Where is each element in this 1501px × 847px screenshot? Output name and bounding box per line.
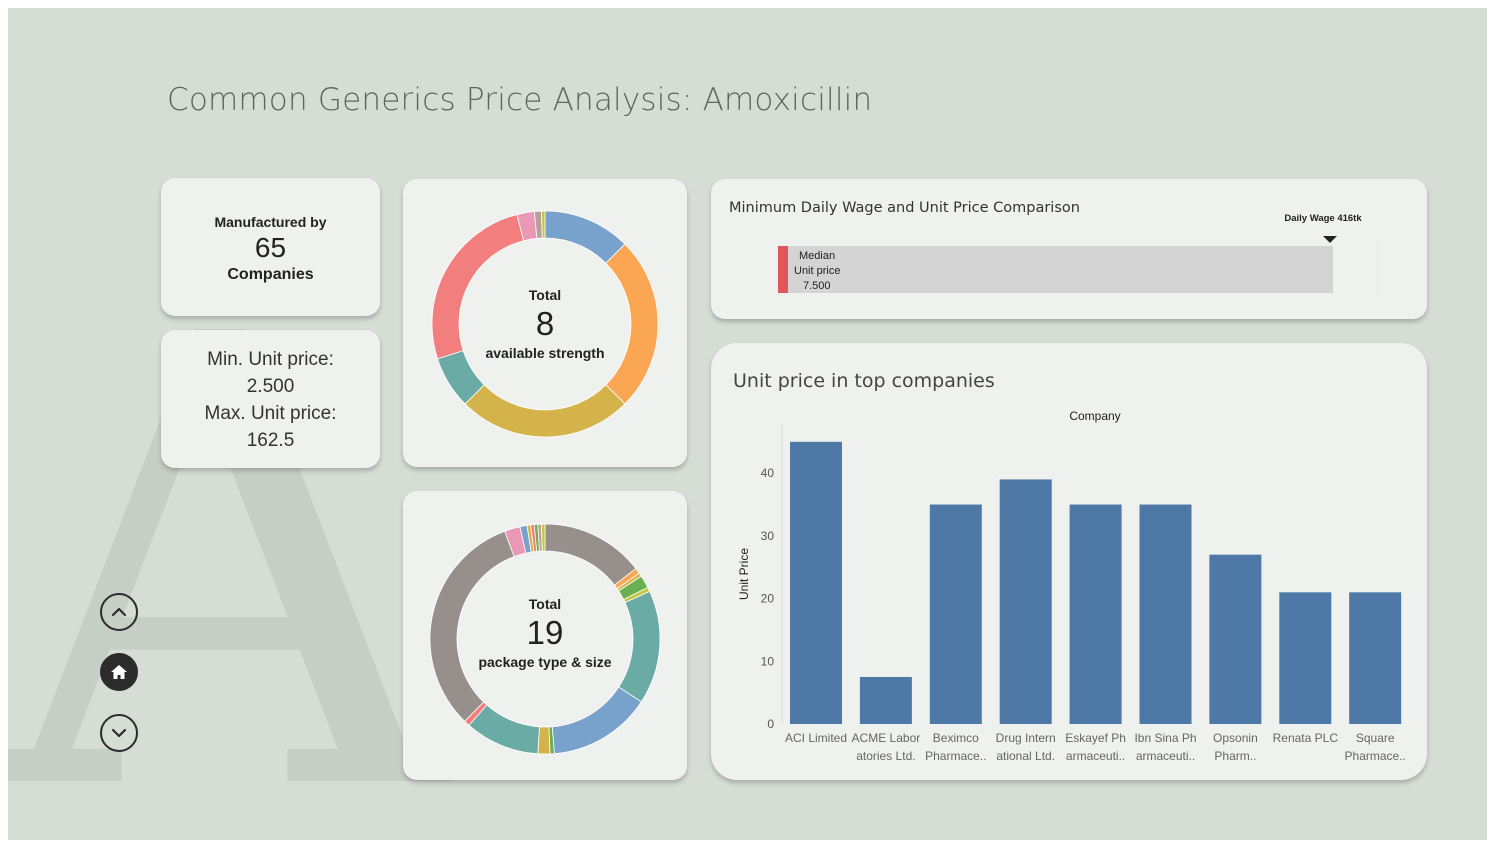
strength-donut-slice-2[interactable]: [464, 384, 626, 438]
strength-donut-card: Total 8 available strength: [403, 179, 687, 467]
strength-donut-slice-0[interactable]: [544, 210, 626, 264]
x-tick-label-5-line1: Ibn Sina Ph: [1134, 731, 1196, 745]
package-donut-slice-18[interactable]: [540, 523, 546, 552]
x-tick-label-2-line2: Pharmace..: [925, 749, 986, 763]
chevron-down-icon: [111, 728, 127, 738]
y-tick-label-1: 10: [761, 654, 775, 668]
x-tick-label-5-line2: armaceuti..: [1136, 749, 1195, 763]
home-button[interactable]: [100, 653, 138, 691]
package-donut-slice-8[interactable]: [537, 726, 551, 755]
y-axis-title: Unit Price: [737, 548, 751, 600]
y-tick-label-4: 40: [761, 466, 775, 480]
wage-comparison-card: Minimum Daily Wage and Unit Price Compar…: [711, 179, 1427, 319]
companies-kpi-value: 65: [254, 232, 287, 263]
bar-5[interactable]: [1139, 504, 1192, 724]
x-tick-label-1-line1: ACME Labor: [852, 731, 921, 745]
bar-0[interactable]: [790, 441, 842, 724]
companies-kpi-card: Manufactured by 65 Companies: [161, 178, 380, 316]
package-donut-slice-0[interactable]: [544, 523, 637, 586]
bar-6[interactable]: [1209, 554, 1262, 724]
x-tick-label-8-line1: Square: [1356, 731, 1395, 745]
x-tick-label-0-line1: ACI Limited: [785, 731, 847, 745]
package-total-label: Total: [528, 596, 562, 612]
bar-marks: [790, 441, 1402, 724]
x-tick-label-4-line1: Eskayef Ph: [1065, 731, 1126, 745]
column-header-label: Company: [1069, 409, 1120, 423]
top-companies-bar-chart: Company Unit Price 0 10 20 30 40 ACI Limited…: [737, 409, 1406, 763]
min-price-value: 2.500: [246, 376, 295, 397]
y-axis-ticks: 0 10 20 30 40: [761, 466, 775, 731]
x-tick-label-4-line2: armaceuti..: [1066, 749, 1125, 763]
strength-donut-slice-7[interactable]: [541, 210, 546, 239]
bar-2[interactable]: [929, 504, 982, 724]
page-title: Common Generics Price Analysis: Amoxicil…: [167, 82, 873, 118]
x-tick-label-6-line2: Pharm..: [1214, 749, 1256, 763]
chevron-up-icon: [111, 607, 127, 617]
bar-chart-title: Unit price in top companies: [733, 370, 995, 392]
max-price-label: Max. Unit price:: [204, 403, 337, 424]
unit-price-kpi-card: Min. Unit price: 2.500 Max. Unit price: …: [161, 330, 380, 468]
max-price-value: 162.5: [246, 430, 295, 451]
package-donut-card: Total 19 package type & size: [403, 491, 687, 780]
strength-subtitle: available strength: [485, 345, 605, 361]
daily-wage-marker-icon: [1323, 236, 1337, 243]
x-tick-label-3-line2: ational Ltd.: [996, 749, 1055, 763]
median-label-line3: 7.500: [803, 280, 831, 292]
scroll-up-button[interactable]: [100, 593, 138, 631]
x-tick-label-1-line2: atories Ltd.: [856, 749, 915, 763]
median-price-bar[interactable]: [778, 246, 789, 293]
bar-4[interactable]: [1069, 504, 1122, 724]
wage-chart-title: Minimum Daily Wage and Unit Price Compar…: [729, 200, 1080, 216]
median-label-line2: Unit price: [794, 265, 840, 277]
package-subtitle: package type & size: [478, 654, 612, 670]
wage-bar[interactable]: [778, 246, 1333, 293]
x-tick-label-6-line1: Opsonin: [1213, 731, 1258, 745]
x-tick-label-3-line1: Drug Intern: [996, 731, 1056, 745]
package-donut-center: Total 19 package type & size: [403, 596, 687, 670]
package-total-value: 19: [526, 614, 564, 651]
scroll-down-button[interactable]: [100, 714, 138, 752]
bar-7[interactable]: [1279, 592, 1332, 724]
package-donut-chart: [429, 523, 661, 755]
top-companies-bar-card: Unit price in top companies Company Unit…: [711, 343, 1427, 780]
y-tick-label-3: 30: [761, 529, 775, 543]
daily-wage-marker-label: Daily Wage 416tk: [1284, 213, 1362, 224]
x-tick-label-7-line1: Renata PLC: [1273, 731, 1339, 745]
strength-total-label: Total: [528, 287, 562, 303]
strength-donut-center: Total 8 available strength: [403, 287, 687, 361]
bar-8[interactable]: [1349, 592, 1402, 724]
strength-total-value: 8: [535, 305, 555, 342]
companies-kpi-label-bottom: Companies: [227, 266, 314, 283]
min-price-label: Min. Unit price:: [207, 349, 334, 370]
x-axis-labels: ACI Limited ACME Labor atories Ltd. Beximco…: [785, 731, 1406, 763]
x-tick-label-2-line1: Beximco: [933, 731, 979, 745]
bar-3[interactable]: [999, 479, 1052, 724]
wage-comparison-chart: Daily Wage 416tk Median Unit price 7.500: [778, 213, 1379, 297]
x-tick-label-8-line2: Pharmace..: [1345, 749, 1406, 763]
y-tick-label-0: 0: [767, 717, 774, 731]
dashboard-canvas: A Common Generics Price Analysis: Amoxic…: [8, 8, 1487, 840]
bar-1[interactable]: [859, 676, 912, 724]
companies-kpi-label-top: Manufactured by: [214, 214, 327, 230]
median-label-line1: Median: [799, 250, 835, 262]
y-tick-label-2: 20: [761, 592, 775, 606]
home-icon: [111, 665, 127, 679]
package-donut-slice-6[interactable]: [551, 686, 642, 755]
strength-donut-chart: [431, 210, 659, 438]
